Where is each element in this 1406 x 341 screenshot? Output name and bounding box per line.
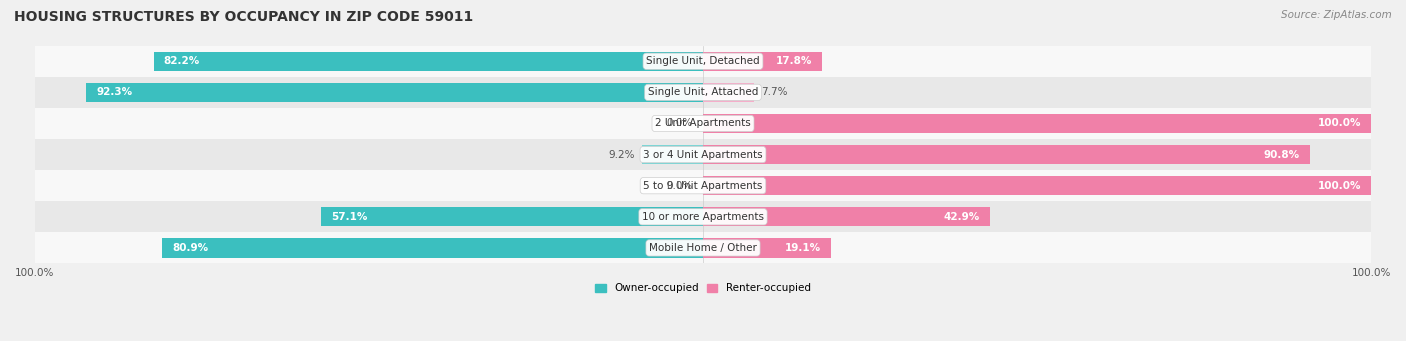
Bar <box>703 51 823 71</box>
Text: 0.0%: 0.0% <box>666 118 693 129</box>
Text: Source: ZipAtlas.com: Source: ZipAtlas.com <box>1281 10 1392 20</box>
Bar <box>162 238 703 257</box>
Bar <box>35 232 1371 264</box>
Bar <box>703 238 831 257</box>
Bar <box>35 77 1371 108</box>
Text: 2 Unit Apartments: 2 Unit Apartments <box>655 118 751 129</box>
Bar <box>153 51 703 71</box>
Bar <box>35 139 1371 170</box>
Text: 90.8%: 90.8% <box>1264 150 1299 160</box>
Bar <box>703 145 1310 164</box>
Text: 9.2%: 9.2% <box>609 150 636 160</box>
Bar <box>703 83 755 102</box>
Text: HOUSING STRUCTURES BY OCCUPANCY IN ZIP CODE 59011: HOUSING STRUCTURES BY OCCUPANCY IN ZIP C… <box>14 10 474 24</box>
Bar <box>35 170 1371 201</box>
Legend: Owner-occupied, Renter-occupied: Owner-occupied, Renter-occupied <box>591 279 815 297</box>
Text: 92.3%: 92.3% <box>96 87 132 98</box>
Bar <box>322 207 703 226</box>
Text: Mobile Home / Other: Mobile Home / Other <box>650 243 756 253</box>
Bar <box>86 83 703 102</box>
Text: Single Unit, Attached: Single Unit, Attached <box>648 87 758 98</box>
Text: 10 or more Apartments: 10 or more Apartments <box>643 212 763 222</box>
Text: 0.0%: 0.0% <box>666 181 693 191</box>
Text: 100.0%: 100.0% <box>1317 118 1361 129</box>
Text: 7.7%: 7.7% <box>761 87 787 98</box>
Bar <box>35 46 1371 77</box>
Text: Single Unit, Detached: Single Unit, Detached <box>647 56 759 66</box>
Bar <box>641 145 703 164</box>
Text: 80.9%: 80.9% <box>173 243 208 253</box>
Text: 17.8%: 17.8% <box>776 56 811 66</box>
Text: 42.9%: 42.9% <box>943 212 980 222</box>
Text: 3 or 4 Unit Apartments: 3 or 4 Unit Apartments <box>643 150 763 160</box>
Bar <box>703 176 1371 195</box>
Bar <box>703 114 1371 133</box>
Text: 5 to 9 Unit Apartments: 5 to 9 Unit Apartments <box>644 181 762 191</box>
Text: 100.0%: 100.0% <box>1317 181 1361 191</box>
Bar <box>35 201 1371 232</box>
Text: 57.1%: 57.1% <box>332 212 368 222</box>
Bar <box>35 108 1371 139</box>
Text: 19.1%: 19.1% <box>785 243 821 253</box>
Bar <box>703 207 990 226</box>
Text: 82.2%: 82.2% <box>163 56 200 66</box>
